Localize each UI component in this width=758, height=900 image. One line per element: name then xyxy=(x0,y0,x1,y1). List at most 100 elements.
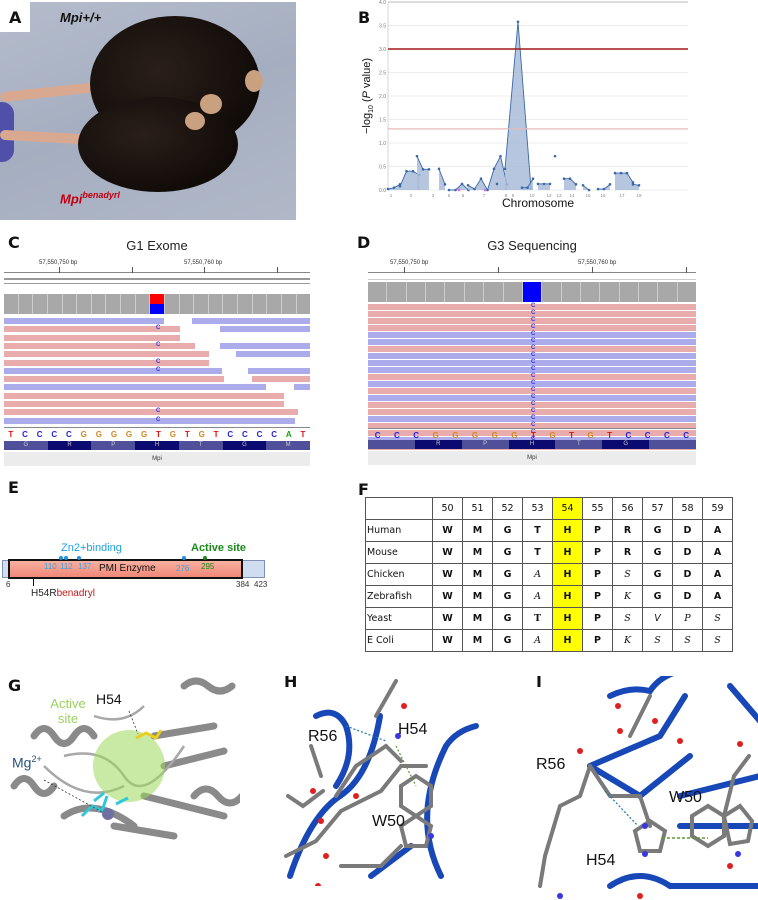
residue-cell: A xyxy=(702,519,733,542)
residue-cell: G xyxy=(492,585,523,608)
residue-cell: W xyxy=(432,541,463,564)
svg-text:16: 16 xyxy=(600,193,606,198)
reference-base: C xyxy=(644,431,651,440)
svg-text:2: 2 xyxy=(410,193,413,198)
panel-letter-h: H xyxy=(284,676,298,691)
residue-cell: S xyxy=(702,607,733,630)
panel-d-igv-sequencing: G3 Sequencing 57,550,750 bp 57,550,760 bp… xyxy=(368,232,697,465)
svg-text:7: 7 xyxy=(483,193,486,198)
panel-g-structure: G Active site H54 Mg2+ xyxy=(4,676,240,844)
w50-label: W50 xyxy=(669,789,702,806)
panel-i-structure-mutant: I R56 W50 H54 xyxy=(530,676,758,900)
coverage-bar xyxy=(267,294,281,314)
reference-base: T xyxy=(569,431,574,440)
mouse-ear xyxy=(200,94,222,114)
aligned-read: C xyxy=(368,401,696,408)
aligned-read: C xyxy=(368,380,696,387)
aligned-read: C xyxy=(368,387,696,394)
svg-text:17: 17 xyxy=(619,193,625,198)
residue-cell: G xyxy=(642,563,673,586)
mutation-label: H54Rbenadryl xyxy=(31,588,95,599)
svg-text:9: 9 xyxy=(512,193,515,198)
panel-letter-b: B xyxy=(358,8,371,27)
coverage-bar xyxy=(296,294,311,314)
position-header: 56 xyxy=(612,497,643,520)
aligned-read xyxy=(236,351,310,358)
coverage-bar xyxy=(18,294,33,314)
active-site-label: Active site xyxy=(50,696,86,726)
residue-cell: S xyxy=(612,607,643,630)
reference-base: C xyxy=(663,431,670,440)
reference-base: T xyxy=(8,430,14,439)
ruler-tick xyxy=(59,267,60,273)
gene-label: Mpi xyxy=(4,452,310,466)
coverage-bar xyxy=(406,282,426,302)
aligned-read: C xyxy=(4,359,209,366)
svg-text:13: 13 xyxy=(556,193,562,198)
coverage-bar xyxy=(252,294,267,314)
residue-cell: S xyxy=(702,629,733,652)
amino-acid xyxy=(649,440,697,449)
svg-text:19: 19 xyxy=(636,193,642,198)
amino-acid: R xyxy=(47,441,92,450)
coverage-bar xyxy=(77,294,91,314)
amino-acid: T xyxy=(178,441,223,450)
mouse-ear xyxy=(185,112,205,130)
residue-cell: A xyxy=(702,541,733,564)
species-name: Human xyxy=(365,519,433,542)
zn-pos-137: 137 xyxy=(78,562,92,571)
aligned-read: C xyxy=(4,325,180,333)
svg-text:14: 14 xyxy=(569,193,575,198)
svg-text:3: 3 xyxy=(432,193,435,198)
reference-base: C xyxy=(374,431,381,440)
residue-cell: W xyxy=(432,563,463,586)
reference-base: T xyxy=(213,430,219,439)
amino-acid xyxy=(368,440,415,449)
amino-acid: R xyxy=(414,440,462,449)
aligned-read xyxy=(220,326,310,333)
residue-cell: R xyxy=(612,519,643,542)
panel-letter-c: C xyxy=(8,233,20,252)
aligned-read: C xyxy=(368,373,696,380)
species-row: Human W M G T H P R G D A xyxy=(365,519,733,542)
residue-cell: P xyxy=(672,607,703,630)
residue-cell: D xyxy=(672,519,703,542)
panel-letter-a: A xyxy=(9,8,22,27)
panel-letter-e: E xyxy=(8,478,19,497)
zn-binding-label: Zn2+binding xyxy=(61,542,122,554)
svg-text:1: 1 xyxy=(390,193,393,198)
aligned-read: C xyxy=(368,338,696,345)
pmi-enzyme-domain xyxy=(8,559,243,579)
coverage-bar xyxy=(121,294,135,314)
coverage-bar xyxy=(580,282,600,302)
w50-label: W50 xyxy=(372,813,405,830)
mg-label: Mg2+ xyxy=(12,754,42,771)
conservation-table: 50 51 52 53 54 55 56 57 58 59 Human W M G T H P R G D A Mouse… xyxy=(365,497,733,652)
aligned-read xyxy=(294,384,310,391)
residue-cell: K xyxy=(612,629,643,652)
ruler-label: 57,550,760 bp xyxy=(578,260,617,266)
coverage-bar xyxy=(445,282,464,302)
coverage-bar xyxy=(522,282,542,302)
aligned-read: C xyxy=(368,359,696,366)
residue-cell: M xyxy=(462,585,493,608)
aligned-read: C xyxy=(4,342,195,349)
divider xyxy=(4,427,310,428)
residue-cell: M xyxy=(462,607,493,630)
position-header: 55 xyxy=(582,497,613,520)
aligned-read xyxy=(4,384,266,391)
species-row: Zebrafish W M G A H P K G D A xyxy=(365,585,733,608)
aligned-read xyxy=(4,318,164,324)
h54-label: H54 xyxy=(398,721,428,738)
species-row: Mouse W M G T H P R G D A xyxy=(365,541,733,564)
panel-h-structure-wt: H R56 H54 W50 xyxy=(276,676,498,886)
panel-e-protein-domain: E Zn2+binding Active site 110 112 137 27… xyxy=(0,475,360,645)
residue-cell: V xyxy=(642,607,673,630)
residue-cell: A xyxy=(702,563,733,586)
domain-end-pos: 384 xyxy=(236,580,250,589)
residue-cell: P xyxy=(582,519,613,542)
position-header: 52 xyxy=(492,497,523,520)
zn-pos-112: 112 xyxy=(60,562,73,571)
ruler-tick xyxy=(498,267,499,273)
